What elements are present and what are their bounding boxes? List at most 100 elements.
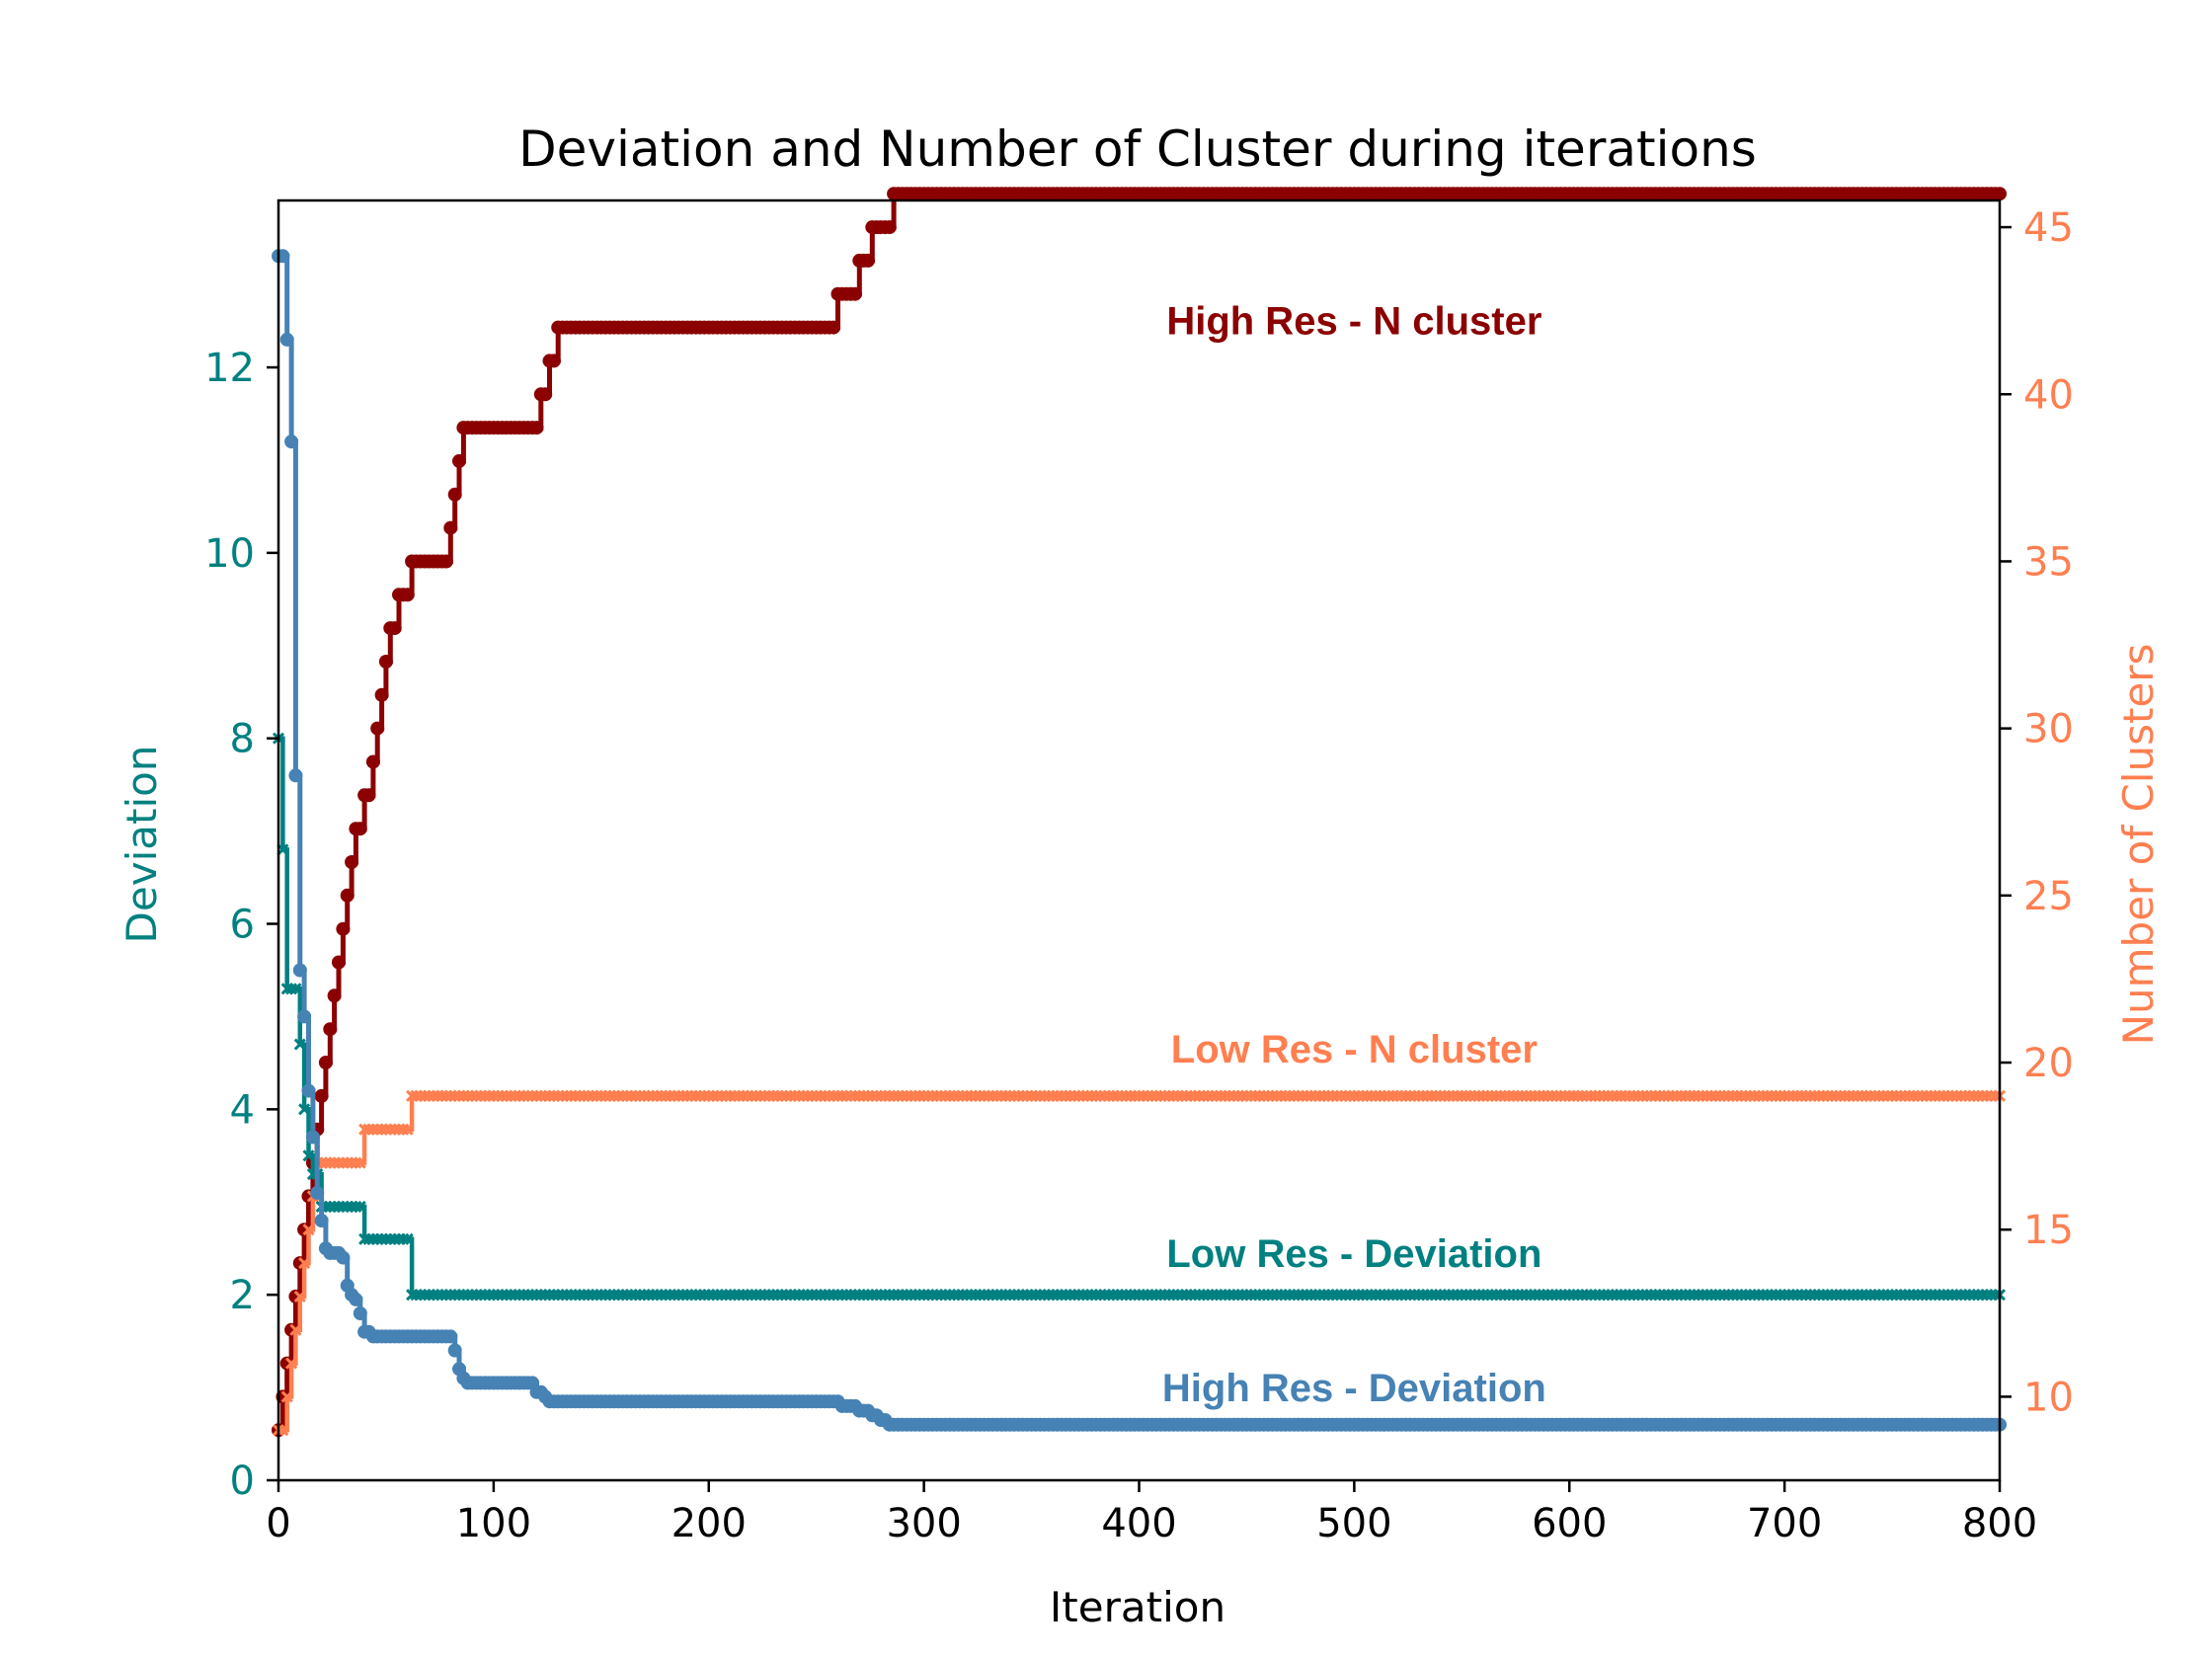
data-point [447,487,462,502]
x-axis: 0 100 200 300 400 500 600 700 800 [266,1480,2037,1546]
data-point [310,1185,325,1200]
data-point [284,434,299,449]
data-point [387,621,402,636]
data-point [443,520,458,535]
data-point [285,1357,298,1370]
series-low-res-deviation [272,732,2007,1302]
data-point [354,1200,366,1214]
y-left-tick-label: 6 [230,903,255,948]
data-point [365,754,380,769]
data-point [280,1390,293,1403]
y-right-tick-label: 40 [2023,372,2074,418]
x-tick-label: 500 [1316,1501,1391,1546]
data-point [336,1250,351,1265]
y-right-tick-label: 35 [2023,539,2074,585]
data-point [882,220,897,235]
data-point [397,1123,410,1136]
data-point [538,387,553,402]
data-point [361,788,376,803]
data-point [323,1022,338,1037]
series-layer [272,187,2007,1438]
series-low-res-n-cluster [272,1089,2007,1437]
data-point [529,421,544,435]
data-point [314,1088,329,1103]
series-line [278,191,2000,1433]
data-point [293,1290,306,1303]
data-point [452,453,466,468]
y-axis-right: 10 15 20 25 30 35 40 45 [2000,205,2074,1420]
data-point [447,1343,462,1358]
data-point [289,1323,302,1336]
data-point [350,1156,362,1169]
data-point [353,1306,367,1320]
y-axis-left: 0 2 4 6 8 10 12 [204,346,278,1504]
y-right-tick-label: 45 [2023,205,2074,251]
x-tick-label: 0 [266,1501,290,1546]
data-point [301,1083,316,1098]
y-right-tick-label: 20 [2023,1041,2074,1086]
data-point [292,963,307,978]
x-tick-label: 300 [886,1501,961,1546]
data-point [847,286,862,301]
y-axis-left-label: Deviation [118,746,166,944]
data-point [298,1103,311,1116]
data-point [302,1224,315,1236]
data-point [302,1149,315,1162]
data-point [314,1214,329,1227]
data-point [827,320,841,335]
y-left-tick-label: 10 [204,531,255,577]
series-high-res-n-cluster [272,187,2007,1438]
y-left-tick-label: 12 [204,346,255,391]
data-point [397,1232,410,1245]
data-point [289,983,302,995]
data-point [340,888,355,903]
data-point [336,921,351,936]
x-tick-label: 200 [672,1501,747,1546]
x-axis-label: Iteration [1050,1583,1225,1631]
data-point [332,955,346,970]
data-point [327,988,342,1003]
annotation-low-res-n-cluster: Low Res - N cluster [1171,1028,1538,1071]
y-left-tick-label: 0 [230,1459,255,1504]
data-point [861,253,875,268]
data-point [370,721,385,736]
data-point [345,855,359,869]
y-right-tick-label: 25 [2023,874,2074,919]
data-point [297,1009,312,1024]
data-point [401,1232,414,1245]
data-point [438,554,453,569]
data-point [378,655,393,669]
data-point [354,1156,366,1169]
data-point [1993,187,2007,201]
series-high-res-deviation [272,249,2007,1432]
data-point [374,687,389,702]
x-tick-label: 100 [456,1501,531,1546]
data-point [443,1329,458,1344]
data-point [401,1123,414,1136]
plot-area: High Res - N cluster Low Res - N cluster L… [272,187,2007,1482]
data-point [400,588,415,602]
data-point [279,332,294,347]
data-point [298,1256,311,1270]
x-tick-label: 600 [1532,1501,1607,1546]
x-tick-label: 700 [1747,1501,1822,1546]
data-point [305,1130,320,1145]
y-left-tick-label: 4 [230,1087,255,1133]
annotation-high-res-n-cluster: High Res - N cluster [1166,299,1541,343]
x-tick-label: 800 [1962,1501,2037,1546]
data-point [288,768,303,783]
annotation-layer: High Res - N cluster Low Res - N cluster L… [1162,299,1546,1410]
data-point [349,1292,363,1306]
x-tick-label: 400 [1101,1501,1176,1546]
y-axis-right-label: Number of Clusters [2114,644,2163,1046]
y-right-tick-label: 15 [2023,1208,2074,1253]
y-right-tick-label: 10 [2023,1375,2074,1420]
y-right-tick-label: 30 [2023,707,2074,752]
data-point [546,354,561,368]
annotation-high-res-deviation: High Res - Deviation [1162,1367,1546,1410]
data-point [318,1056,333,1069]
data-point [293,1038,306,1051]
y-left-tick-label: 8 [230,717,255,762]
data-point [285,983,298,995]
